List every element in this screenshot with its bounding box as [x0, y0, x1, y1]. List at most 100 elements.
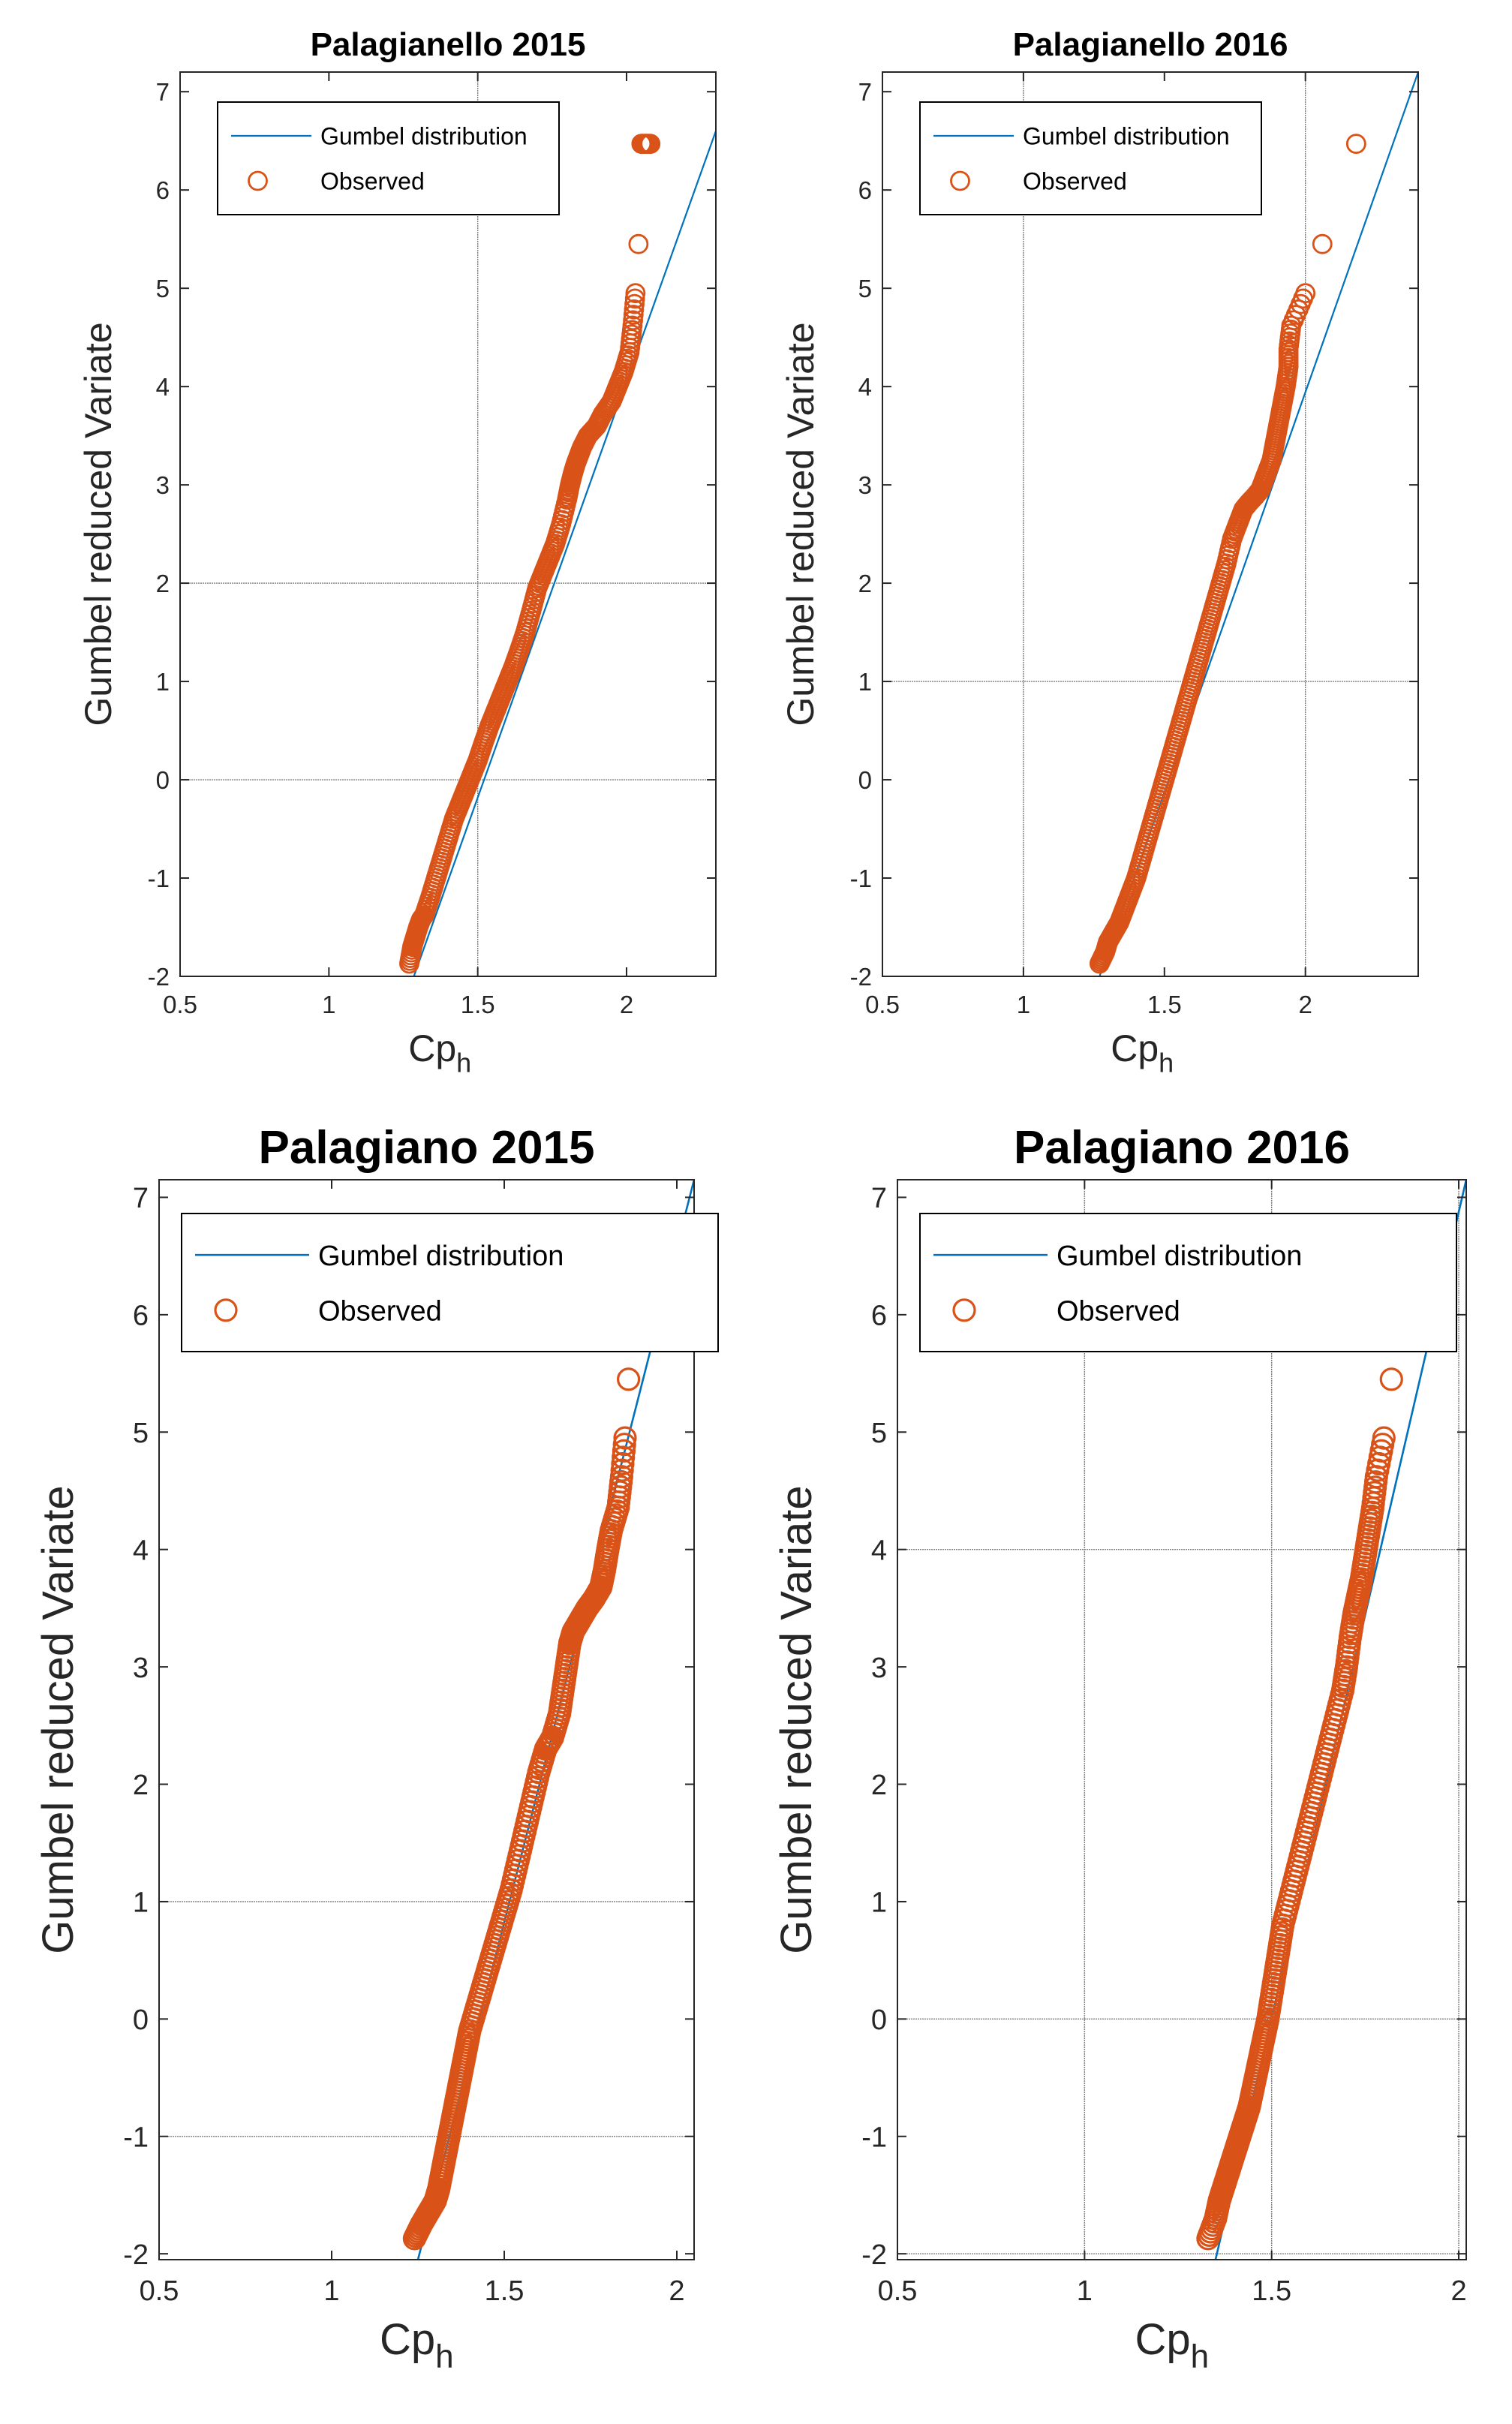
y-tick-label: 6: [871, 1301, 887, 1332]
observed-point: [612, 1445, 636, 1469]
observed-point: [609, 1469, 633, 1494]
observed-point: [520, 604, 541, 624]
y-tick-label: 2: [156, 570, 170, 597]
y-tick-label: 2: [871, 1770, 887, 1801]
plot-data: [402, 1180, 694, 2260]
legend-entry-label: Gumbel distribution: [1023, 123, 1230, 150]
x-axis-label: Cph: [380, 2315, 454, 2375]
legend-entry-label: Gumbel distribution: [318, 1241, 564, 1272]
y-tick-label: -2: [861, 2239, 887, 2271]
legend-marker-swatch: [214, 1298, 238, 1322]
chart-title: Palagianello 2016: [1013, 26, 1288, 63]
x-tick-label: 1.5: [461, 991, 495, 1018]
chart-title: Palagiano 2015: [258, 1122, 594, 1174]
observed-point: [550, 517, 570, 538]
y-axis-label: Gumbel reduced Variate: [772, 1485, 821, 1953]
legend-box: [919, 101, 1262, 215]
observed-point: [621, 320, 642, 341]
legend-marker-swatch: [950, 170, 970, 191]
legend-entry-label: Observed: [318, 1295, 442, 1327]
y-tick-label: 7: [156, 78, 170, 106]
y-tick-label: 3: [858, 471, 872, 499]
legend: Gumbel distribution Observed: [217, 101, 560, 215]
y-tick-label: 7: [871, 1183, 887, 1214]
observed-point: [625, 283, 646, 304]
legend-box: [919, 1213, 1457, 1352]
observed-point: [498, 1881, 522, 1906]
x-tick-label: 1: [1017, 991, 1030, 1018]
x-tick-label: 0.5: [865, 991, 900, 1018]
y-tick-label: 2: [133, 1770, 149, 1801]
observed-point: [1215, 556, 1236, 577]
legend-entry-label: Observed: [1023, 168, 1127, 195]
observed-point: [1270, 1917, 1294, 1941]
observed-point: [616, 1367, 641, 1391]
observed-point: [1363, 1470, 1388, 1494]
x-axis-label: Cph: [408, 1027, 471, 1078]
y-tick-label: 0: [133, 2004, 149, 2036]
y-tick-label: 5: [858, 275, 872, 302]
y-tick-label: 4: [133, 1535, 149, 1566]
legend-marker-swatch: [952, 1298, 976, 1322]
observed-point: [623, 310, 643, 331]
axes-box: [158, 1179, 695, 2260]
y-tick-label: 0: [156, 766, 170, 794]
observed-point: [611, 1451, 635, 1476]
gumbel-distribution-line: [413, 131, 716, 976]
chart-1: 0.5 1 1.5 2 -2 -1 0 1 2 3 4 5 6 7 Palagianello 2015 Cph…: [77, 26, 717, 1078]
y-axis-label: Gumbel reduced Variate: [77, 322, 119, 726]
chart-2: 0.5 1 1.5 2 -2 -1 0 1 2 3 4 5 6 7 Palagianello 2016 Cph…: [780, 26, 1419, 1078]
legend-entry-label: Gumbel distribution: [320, 123, 528, 150]
x-tick-label: 2: [620, 991, 633, 1018]
observed-point: [612, 1439, 636, 1463]
y-tick-label: 3: [871, 1653, 887, 1684]
chart-title: Palagiano 2016: [1014, 1122, 1350, 1174]
legend-entry-label: Gumbel distribution: [1057, 1241, 1302, 1272]
y-tick-label: 4: [156, 373, 170, 401]
y-tick-label: 3: [133, 1653, 149, 1684]
observed-point: [624, 288, 645, 309]
y-tick-label: 1: [858, 668, 872, 696]
y-tick-label: -2: [850, 963, 872, 991]
y-axis-label: Gumbel reduced Variate: [780, 322, 822, 726]
y-tick-label: -2: [123, 2239, 149, 2271]
plot-data: [399, 131, 716, 976]
plot-data: [1089, 72, 1418, 976]
observed-point: [605, 1499, 629, 1523]
x-tick-label: 2: [1450, 2275, 1466, 2307]
observed-point: [1345, 134, 1366, 155]
observed-point: [1280, 319, 1301, 340]
observed-point: [639, 134, 660, 155]
x-tick-label: 2: [669, 2275, 684, 2307]
legend: Gumbel distribution Observed: [181, 1213, 719, 1352]
observed-point: [624, 299, 645, 320]
x-tick-label: 1: [323, 2275, 339, 2307]
observed-point: [624, 293, 645, 314]
y-tick-label: 7: [133, 1183, 149, 1214]
observed-point: [613, 1426, 637, 1450]
legend-entry-label: Observed: [320, 168, 425, 195]
x-tick-label: 1.5: [1252, 2275, 1291, 2307]
y-tick-label: 6: [858, 176, 872, 204]
y-tick-label: 4: [871, 1535, 887, 1566]
y-tick-label: 5: [156, 275, 170, 302]
y-tick-label: -1: [148, 865, 170, 892]
y-tick-label: 7: [858, 78, 872, 106]
y-tick-label: 5: [133, 1418, 149, 1449]
legend: Gumbel distribution Observed: [919, 101, 1262, 215]
x-tick-label: 1.5: [1147, 991, 1182, 1018]
observed-point: [610, 1458, 634, 1482]
x-tick-label: 1: [322, 991, 335, 1018]
x-tick-label: 2: [1299, 991, 1312, 1018]
observed-point: [1293, 288, 1313, 309]
y-tick-label: 2: [858, 570, 872, 597]
plot-area: [897, 1180, 1466, 2260]
y-tick-label: 0: [871, 2004, 887, 2036]
observed-point: [1333, 1659, 1358, 1683]
chart-3: 0.5 1 1.5 2 -2 -1 0 1 2 3 4 5 6 7 Palagiano 2015 Cph Gum…: [34, 1122, 719, 2375]
y-tick-label: 1: [133, 1887, 149, 1919]
y-tick-label: -2: [148, 963, 170, 991]
x-tick-label: 1.5: [485, 2275, 525, 2307]
y-tick-label: 0: [858, 766, 872, 794]
observed-point: [1379, 1367, 1403, 1391]
